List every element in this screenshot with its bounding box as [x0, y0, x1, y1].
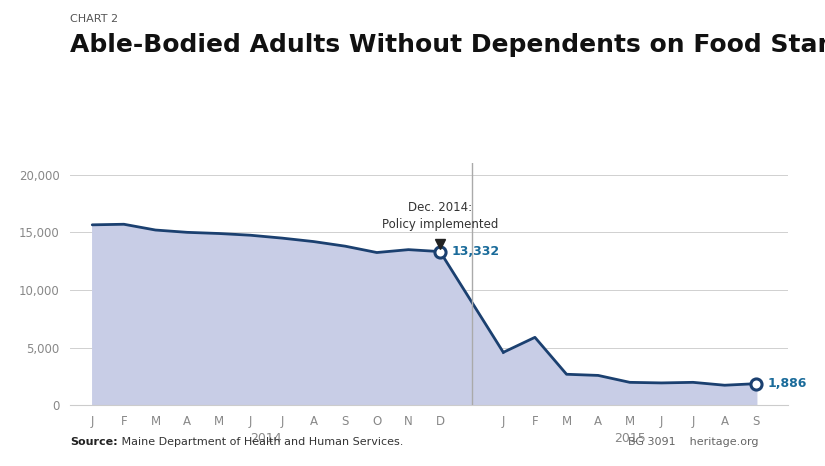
Text: 2015: 2015 [614, 432, 646, 445]
Text: 13,332: 13,332 [451, 245, 499, 258]
Text: 2014: 2014 [250, 432, 282, 445]
Text: CHART 2: CHART 2 [70, 14, 118, 24]
Text: Able-Bodied Adults Without Dependents on Food Stamps in Maine: Able-Bodied Adults Without Dependents on… [70, 33, 825, 57]
Text: 1,886: 1,886 [767, 377, 807, 390]
Text: Dec. 2014:
Policy implemented: Dec. 2014: Policy implemented [382, 201, 498, 231]
Text: Source:: Source: [70, 438, 118, 447]
Text: Maine Department of Health and Human Services.: Maine Department of Health and Human Ser… [118, 438, 403, 447]
Text: BG 3091    heritage.org: BG 3091 heritage.org [629, 438, 759, 447]
